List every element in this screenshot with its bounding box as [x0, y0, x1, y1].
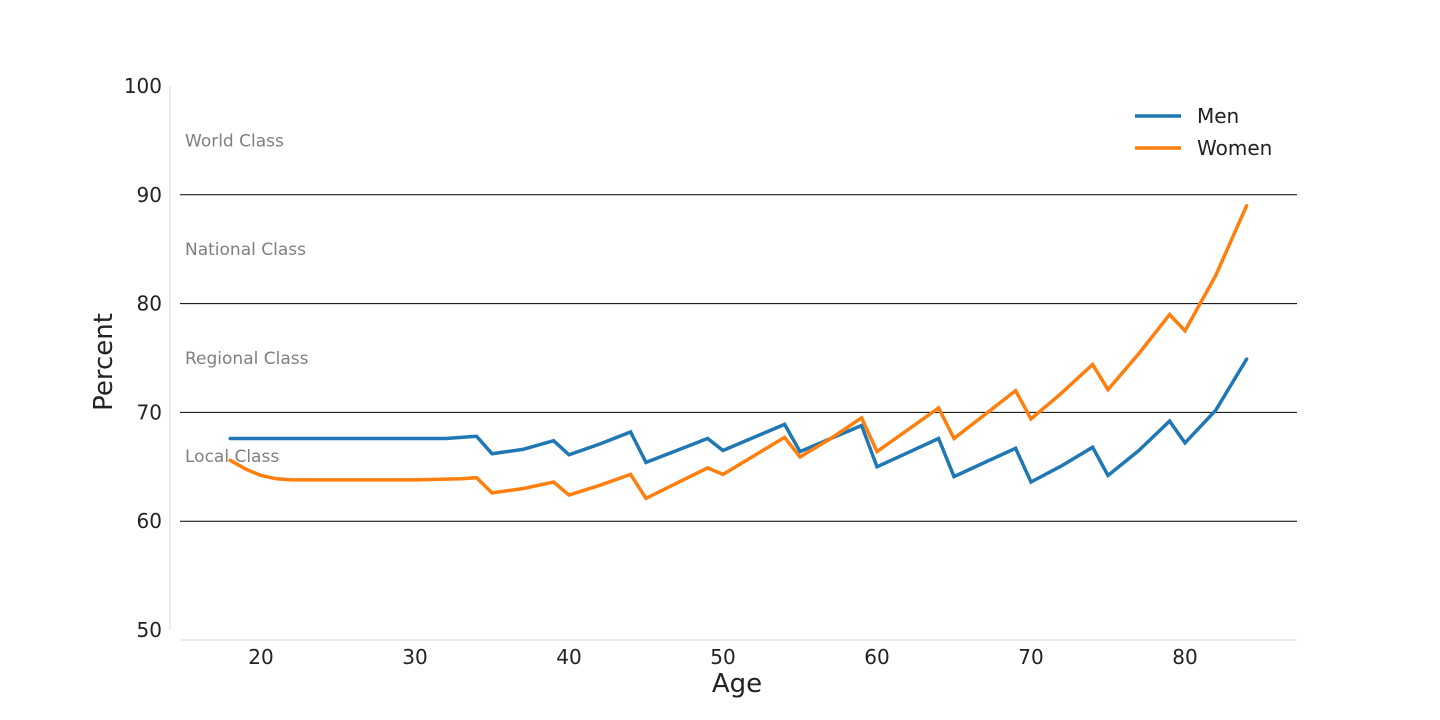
- y-tick-labels: 50 60 70 80 90 100: [124, 74, 162, 642]
- band-label: World Class: [185, 131, 284, 151]
- y-tick-label: 70: [137, 400, 162, 424]
- series-lines: [228, 203, 1249, 501]
- y-axis-title: Percent: [89, 313, 119, 411]
- x-axis-title: Age: [712, 669, 762, 699]
- legend-label: Women: [1197, 136, 1272, 160]
- x-tick-label: 30: [402, 645, 427, 669]
- axes: [169, 86, 1297, 641]
- y-tick-label: 100: [124, 74, 162, 98]
- y-tick-label: 90: [137, 183, 162, 207]
- x-tick-labels: 20 30 40 50 60 70 80: [248, 645, 1197, 669]
- class-band-labels: World Class National Class Regional Class L…: [185, 131, 309, 467]
- x-tick-label: 70: [1018, 645, 1043, 669]
- band-label: Regional Class: [185, 349, 309, 369]
- band-label: National Class: [185, 240, 306, 260]
- x-tick-label: 50: [710, 645, 735, 669]
- band-label: Local Class: [185, 447, 279, 467]
- x-tick-label: 80: [1172, 645, 1197, 669]
- legend-label: Men: [1197, 104, 1239, 128]
- x-tick-label: 20: [248, 645, 273, 669]
- y-tick-label: 50: [137, 618, 162, 642]
- gridlines: [180, 194, 1297, 522]
- x-tick-label: 40: [556, 645, 581, 669]
- y-tick-label: 60: [137, 509, 162, 533]
- x-tick-label: 60: [864, 645, 889, 669]
- series-line-women: [228, 203, 1249, 501]
- y-tick-label: 80: [137, 292, 162, 316]
- legend: Men Women: [1135, 104, 1272, 160]
- series-line-men: [228, 357, 1249, 485]
